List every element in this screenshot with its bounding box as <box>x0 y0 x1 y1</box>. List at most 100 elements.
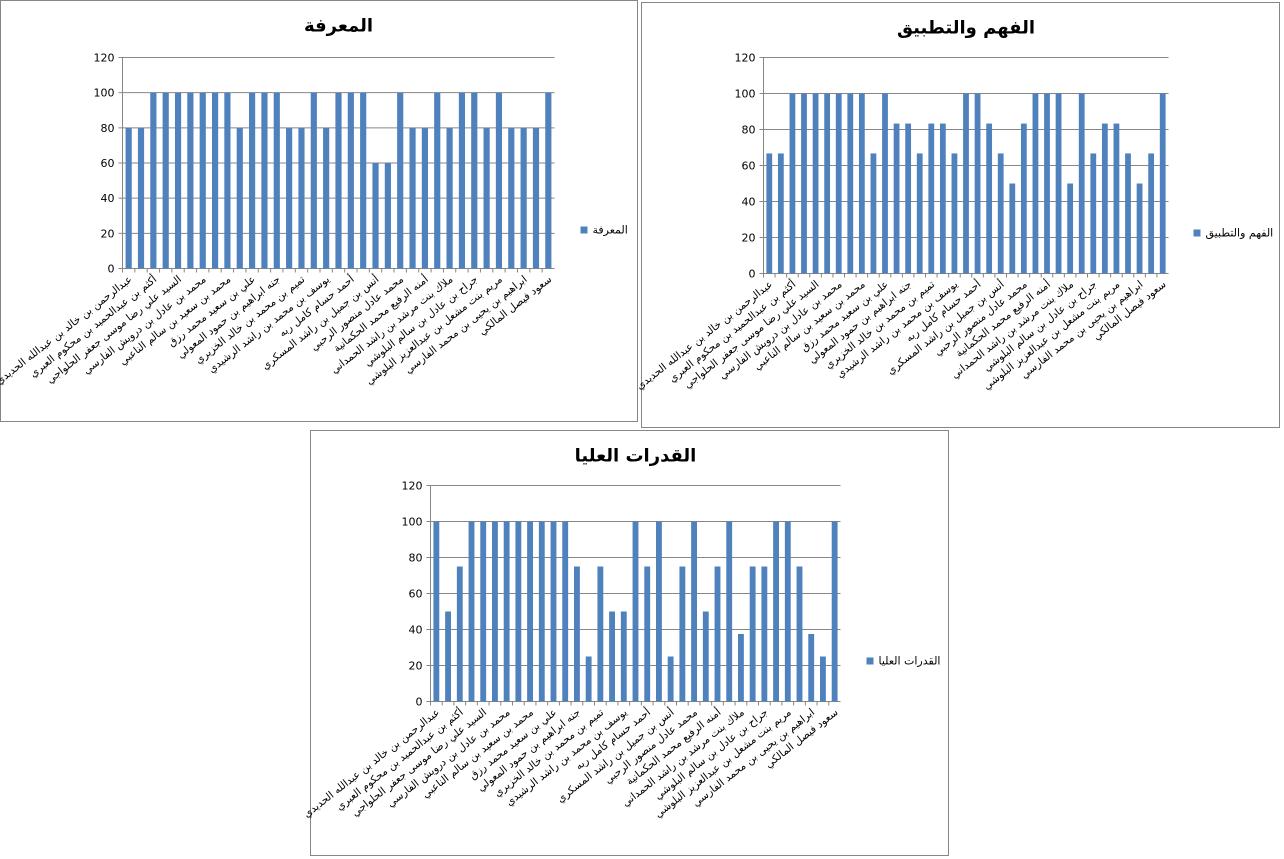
panel-border <box>641 2 1280 428</box>
bar <box>397 92 404 269</box>
y-tick-label: 60 <box>409 588 423 601</box>
bar <box>997 153 1004 274</box>
y-tick-label: 20 <box>409 660 423 673</box>
bar <box>236 127 243 269</box>
bar <box>824 93 831 274</box>
y-tick-label: 20 <box>742 232 756 245</box>
bar <box>882 93 888 274</box>
bar <box>492 521 498 702</box>
bar <box>550 521 557 702</box>
bar <box>796 566 803 702</box>
bar <box>702 611 709 702</box>
bar <box>446 127 453 269</box>
bar <box>858 93 865 274</box>
y-tick-label: 120 <box>94 52 115 65</box>
bar <box>1125 153 1131 274</box>
bar <box>812 93 819 274</box>
bar <box>784 521 791 702</box>
bar <box>360 92 367 269</box>
bar <box>1136 183 1143 274</box>
bar <box>545 92 552 269</box>
bar <box>480 521 487 702</box>
bar <box>585 656 592 702</box>
bar <box>893 123 900 274</box>
bar <box>125 127 132 269</box>
bar <box>562 521 569 702</box>
bar <box>632 521 639 702</box>
bar <box>789 93 796 274</box>
y-tick-label: 60 <box>742 160 756 173</box>
bar <box>714 566 721 702</box>
y-tick-label: 120 <box>402 480 423 493</box>
bar <box>963 93 969 274</box>
bar <box>495 92 503 269</box>
legend-label: المعرفة <box>593 224 628 237</box>
bar <box>928 123 935 274</box>
legend-swatch <box>866 657 874 665</box>
bar <box>738 634 744 702</box>
bar <box>916 153 923 274</box>
bar <box>656 521 662 702</box>
panel-border <box>310 430 949 856</box>
bar <box>1159 93 1166 274</box>
bar <box>445 611 451 702</box>
bar <box>456 566 463 702</box>
bar <box>162 92 169 269</box>
bar <box>620 611 627 702</box>
bar <box>1032 93 1039 274</box>
bar <box>471 92 478 269</box>
bar <box>187 92 194 269</box>
bar <box>433 521 440 702</box>
y-tick-label: 100 <box>94 87 115 100</box>
bar <box>249 92 256 269</box>
chart-title: الفهم والتطبيق <box>897 18 1035 39</box>
bar <box>323 127 330 269</box>
bar <box>520 127 527 269</box>
bar <box>644 566 651 702</box>
bar <box>761 566 768 702</box>
panel-border <box>0 0 638 422</box>
bar <box>1067 183 1074 274</box>
bar <box>335 92 342 269</box>
legend-swatch <box>580 226 588 234</box>
y-tick-label: 20 <box>101 227 115 240</box>
chart-title: المعرفة <box>304 16 373 37</box>
bar <box>777 153 784 274</box>
bar <box>483 127 490 269</box>
y-tick-label: 40 <box>409 624 423 637</box>
bar <box>273 92 280 269</box>
bar <box>1044 93 1050 274</box>
bar <box>421 127 428 269</box>
bar <box>532 127 540 269</box>
bar <box>597 566 604 702</box>
y-tick-label: 0 <box>108 263 115 276</box>
bar <box>150 92 157 269</box>
bar <box>515 521 522 702</box>
bar <box>691 521 697 702</box>
bar <box>1055 93 1062 274</box>
bar <box>726 521 733 702</box>
y-tick-label: 80 <box>742 124 756 137</box>
bar <box>527 521 533 702</box>
bar <box>847 93 854 274</box>
bar <box>808 634 815 702</box>
bar <box>298 127 305 269</box>
bar <box>508 127 515 269</box>
bar <box>951 153 958 274</box>
y-tick-label: 80 <box>101 122 115 135</box>
bar <box>137 127 145 269</box>
y-tick-label: 40 <box>742 196 756 209</box>
chart-title: القدرات العليا <box>575 446 697 467</box>
legend-label: الفهم والتطبيق <box>1206 227 1274 241</box>
bar <box>820 656 826 702</box>
bar <box>831 521 838 702</box>
bar <box>409 127 416 269</box>
bar <box>310 92 317 269</box>
bar <box>224 92 231 269</box>
bar <box>749 566 756 702</box>
bar <box>1009 183 1016 274</box>
bar <box>1101 123 1108 274</box>
y-tick-label: 120 <box>735 52 756 65</box>
